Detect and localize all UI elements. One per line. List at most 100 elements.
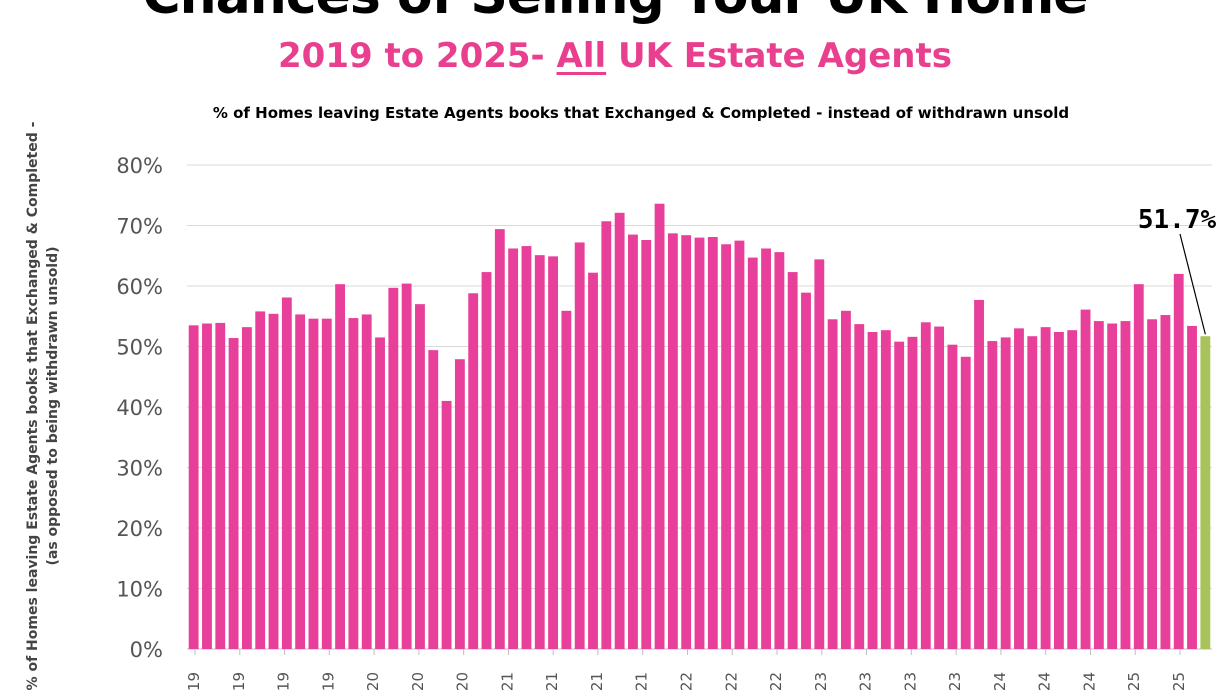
bar xyxy=(1187,325,1197,649)
y-tick-label: 0% xyxy=(130,638,163,662)
x-tick-label: -23 xyxy=(812,672,830,691)
x-tick-label: -22 xyxy=(678,672,696,691)
bar xyxy=(321,318,332,649)
bar xyxy=(454,359,465,649)
bar xyxy=(508,248,519,650)
bar xyxy=(867,331,878,649)
x-tick-label: -21 xyxy=(633,672,651,691)
bar xyxy=(841,310,851,649)
x-tick-label: -21 xyxy=(498,672,516,691)
subtitle-emphasis: All xyxy=(556,36,607,76)
bar xyxy=(1133,284,1144,649)
bar xyxy=(667,233,678,650)
x-tick-label: -25 xyxy=(1125,672,1143,691)
bar xyxy=(375,337,385,649)
x-tick-label: -21 xyxy=(543,672,561,691)
bar xyxy=(335,284,346,649)
bar xyxy=(1147,319,1158,649)
bar xyxy=(614,212,625,650)
bar xyxy=(654,203,665,649)
y-tick-label: 30% xyxy=(116,457,163,481)
subtitle-prefix: 2019 to 2025- xyxy=(278,36,557,76)
bar xyxy=(1040,327,1051,649)
bar xyxy=(1120,321,1131,649)
x-tick-label: -21 xyxy=(588,672,606,691)
bar xyxy=(295,314,306,649)
x-tick-label: -24 xyxy=(991,672,1009,691)
y-tick-label: 40% xyxy=(116,396,163,420)
bar xyxy=(947,344,958,649)
bar xyxy=(934,326,945,649)
annotation-leader-line xyxy=(1179,233,1206,335)
x-tick-label: -20 xyxy=(454,672,472,691)
bar xyxy=(1093,321,1104,649)
x-tick-label: -23 xyxy=(857,672,875,691)
subtitle-suffix: UK Estate Agents xyxy=(606,36,952,76)
bar xyxy=(1107,323,1118,649)
bar xyxy=(960,356,971,649)
bar xyxy=(827,319,838,649)
x-tick-label: -23 xyxy=(901,672,919,691)
bar-highlight xyxy=(1200,336,1211,649)
chart-title: Chances of Selling Your UK Home xyxy=(0,0,1230,26)
bar xyxy=(428,350,439,649)
bar xyxy=(880,330,891,649)
bar xyxy=(388,287,399,649)
bar xyxy=(774,252,785,649)
x-tick-label: -19 xyxy=(230,672,248,691)
x-tick-label: -23 xyxy=(946,672,964,691)
y-tick-label: 20% xyxy=(116,517,163,541)
bar xyxy=(787,272,798,649)
bar xyxy=(281,297,292,649)
bar xyxy=(268,313,279,649)
bar xyxy=(1160,315,1171,649)
y-tick-label: 10% xyxy=(116,578,163,602)
bar xyxy=(1000,337,1011,649)
chart-description: % of Homes leaving Estate Agents books t… xyxy=(212,104,1070,122)
bar xyxy=(494,229,505,649)
bar xyxy=(308,318,319,649)
bar xyxy=(202,323,212,649)
bar xyxy=(561,310,572,649)
x-tick-label: -22 xyxy=(767,672,785,691)
x-tick-label: -24 xyxy=(1080,672,1098,691)
y-tick-label: 70% xyxy=(116,215,163,239)
annotation-label: 51.7% xyxy=(1138,205,1217,235)
bar xyxy=(215,322,226,649)
bar xyxy=(601,221,612,649)
bar xyxy=(588,272,598,649)
bar xyxy=(348,318,359,649)
y-tick-label: 80% xyxy=(116,154,163,178)
bar xyxy=(1014,328,1024,649)
bar xyxy=(641,240,652,649)
x-tick-label: -25 xyxy=(1170,672,1188,691)
bar xyxy=(854,324,865,649)
bar xyxy=(920,322,931,649)
x-tick-label: -19 xyxy=(185,672,203,691)
bar xyxy=(1027,336,1038,649)
bar xyxy=(534,255,545,649)
x-tick-label: -22 xyxy=(722,672,740,691)
bar xyxy=(694,237,705,649)
x-tick-label: -19 xyxy=(275,672,293,691)
bar xyxy=(761,248,771,650)
x-tick-label: -19 xyxy=(319,672,337,691)
bar xyxy=(628,234,638,649)
x-tick-label: -20 xyxy=(409,672,427,691)
bar xyxy=(747,257,758,649)
bar xyxy=(521,246,532,649)
x-tick-label: -24 xyxy=(1036,672,1054,691)
bar xyxy=(721,244,732,649)
bar xyxy=(241,327,252,649)
bar xyxy=(1173,273,1184,649)
bar xyxy=(801,292,811,649)
bar xyxy=(1080,309,1091,649)
y-tick-label: 60% xyxy=(116,275,163,299)
bar xyxy=(481,272,492,649)
bar xyxy=(1053,331,1064,649)
y-tick-label: 50% xyxy=(116,336,163,360)
bar xyxy=(415,304,425,649)
bar xyxy=(907,336,918,649)
bar xyxy=(361,314,372,649)
